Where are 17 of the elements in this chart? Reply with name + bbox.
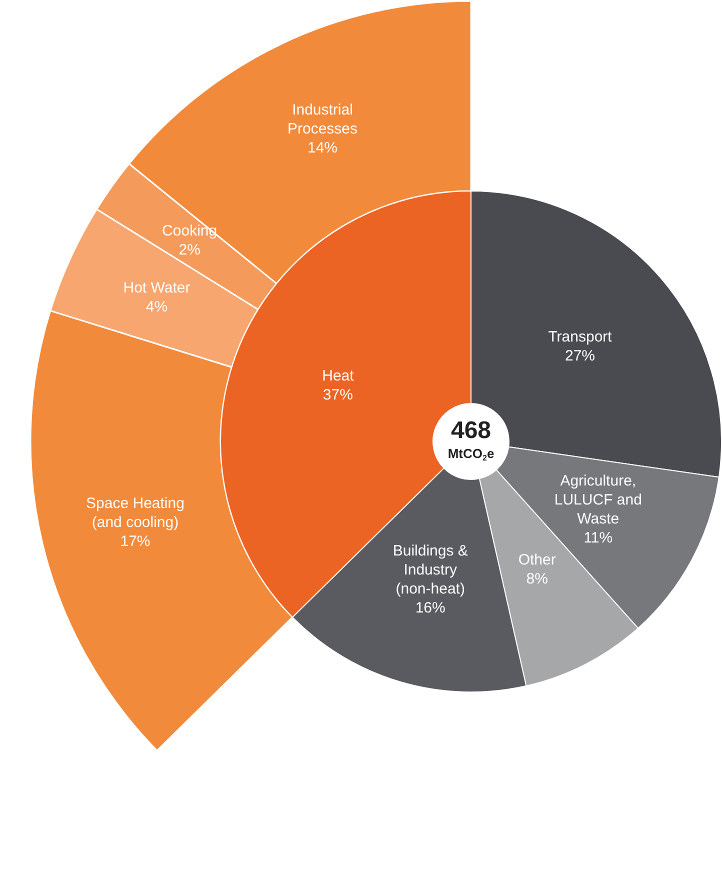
slice-label: Industrial Processes: [287, 102, 358, 138]
data-label: 4%: [146, 298, 168, 316]
data-label: 17%: [120, 533, 150, 550]
slice-label: Heat: [322, 367, 355, 384]
data-label: 27%: [565, 348, 596, 365]
data-label: 11%: [584, 529, 613, 546]
slice-label: Space Heating (and cooling): [86, 495, 184, 532]
data-label: 16%: [415, 600, 446, 617]
slice-label: Agriculture, LULUCF and Waste: [554, 472, 642, 528]
data-label: 2%: [178, 242, 200, 259]
data-label: 37%: [322, 386, 353, 404]
slice-label: Hot Water: [123, 280, 190, 297]
data-label: 14%: [307, 140, 338, 157]
slice-label: Transport: [548, 328, 613, 346]
slice-label: Buildings & Industry (non-heat): [392, 542, 468, 598]
slice-label: Other: [518, 551, 556, 568]
data-label: 8%: [526, 570, 548, 588]
